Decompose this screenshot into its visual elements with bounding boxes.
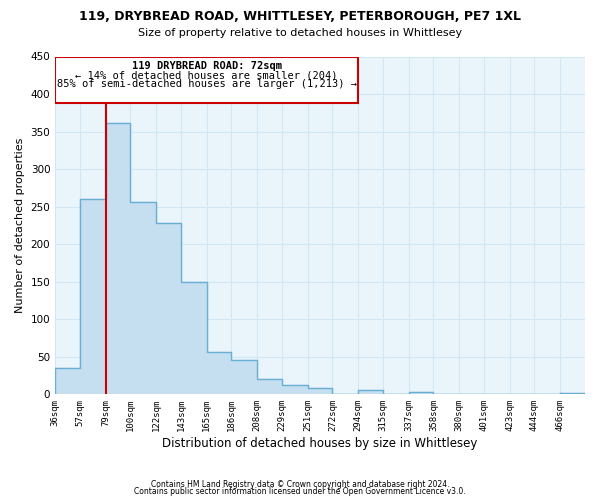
- Text: Size of property relative to detached houses in Whittlesey: Size of property relative to detached ho…: [138, 28, 462, 38]
- X-axis label: Distribution of detached houses by size in Whittlesey: Distribution of detached houses by size …: [163, 437, 478, 450]
- Text: 119, DRYBREAD ROAD, WHITTLESEY, PETERBOROUGH, PE7 1XL: 119, DRYBREAD ROAD, WHITTLESEY, PETERBOR…: [79, 10, 521, 23]
- Text: ← 14% of detached houses are smaller (204): ← 14% of detached houses are smaller (20…: [76, 70, 338, 80]
- Text: Contains HM Land Registry data © Crown copyright and database right 2024.: Contains HM Land Registry data © Crown c…: [151, 480, 449, 489]
- Polygon shape: [55, 122, 585, 394]
- Text: 119 DRYBREAD ROAD: 72sqm: 119 DRYBREAD ROAD: 72sqm: [132, 61, 282, 71]
- FancyBboxPatch shape: [55, 56, 358, 103]
- Text: Contains public sector information licensed under the Open Government Licence v3: Contains public sector information licen…: [134, 487, 466, 496]
- Y-axis label: Number of detached properties: Number of detached properties: [15, 138, 25, 313]
- Text: 85% of semi-detached houses are larger (1,213) →: 85% of semi-detached houses are larger (…: [57, 79, 357, 89]
